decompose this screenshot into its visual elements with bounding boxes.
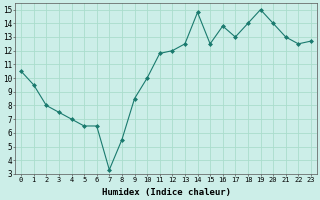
X-axis label: Humidex (Indice chaleur): Humidex (Indice chaleur) (101, 188, 230, 197)
